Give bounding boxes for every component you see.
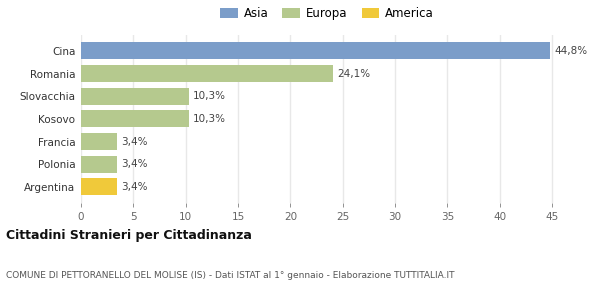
Bar — [81, 156, 116, 173]
Text: COMUNE DI PETTORANELLO DEL MOLISE (IS) - Dati ISTAT al 1° gennaio - Elaborazione: COMUNE DI PETTORANELLO DEL MOLISE (IS) -… — [6, 271, 455, 280]
Bar — [81, 42, 550, 59]
Bar — [81, 65, 333, 82]
Legend: Asia, Europa, America: Asia, Europa, America — [217, 4, 437, 24]
Bar — [81, 88, 189, 105]
Text: 10,3%: 10,3% — [193, 114, 226, 124]
Text: 24,1%: 24,1% — [337, 69, 371, 79]
Text: 3,4%: 3,4% — [121, 137, 147, 146]
Text: 10,3%: 10,3% — [193, 91, 226, 101]
Bar — [81, 178, 116, 195]
Bar — [81, 110, 189, 127]
Text: 44,8%: 44,8% — [554, 46, 587, 56]
Text: 3,4%: 3,4% — [121, 159, 147, 169]
Text: Cittadini Stranieri per Cittadinanza: Cittadini Stranieri per Cittadinanza — [6, 229, 252, 242]
Text: 3,4%: 3,4% — [121, 182, 147, 192]
Bar — [81, 133, 116, 150]
